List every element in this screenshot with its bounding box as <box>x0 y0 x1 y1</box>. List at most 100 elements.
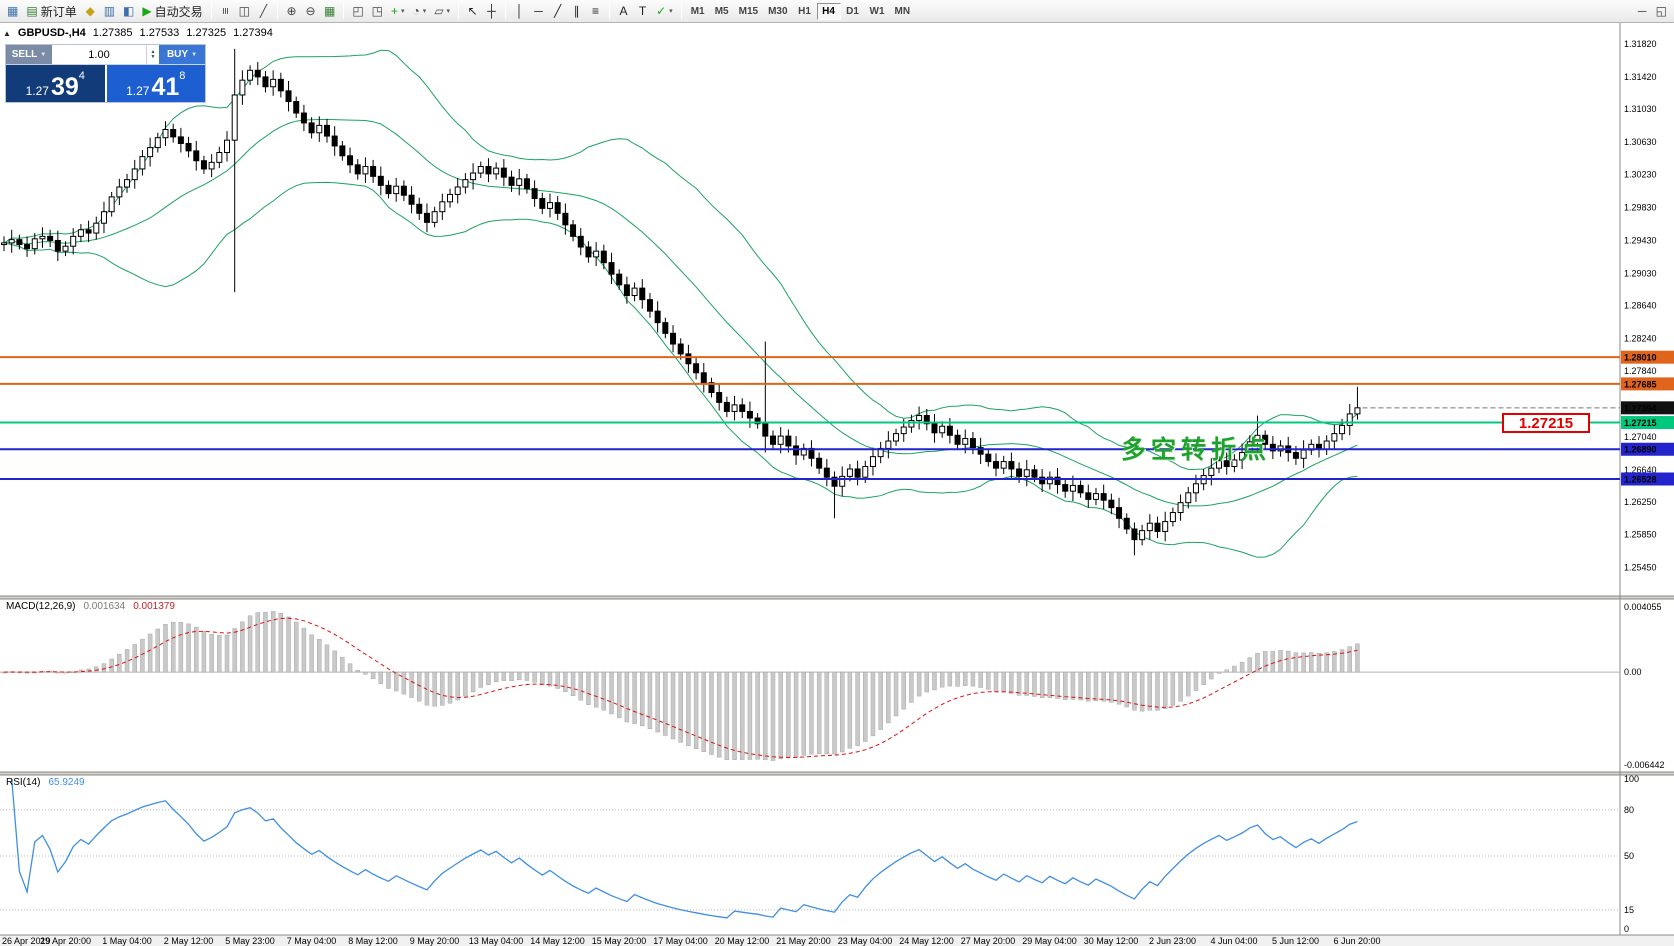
vertical-line-icon[interactable]: │ <box>510 2 529 21</box>
macd-indicator-label: MACD(12,26,9) 0.001634 0.001379 <box>6 601 175 612</box>
timeframe-w1-button[interactable]: W1 <box>869 5 885 17</box>
volume-input[interactable] <box>52 48 146 61</box>
dropdown-caret-icon[interactable]: ▾ <box>669 8 673 15</box>
spin-down-icon[interactable]: ▼ <box>150 53 156 60</box>
crosshair-icon[interactable]: ┼ <box>482 2 501 21</box>
dropdown-caret-icon[interactable]: ▾ <box>401 8 405 15</box>
timeframe-h4-button[interactable]: H4 <box>816 2 841 20</box>
toolbar-separator <box>609 3 611 19</box>
svg-text:1.25450: 1.25450 <box>1624 563 1657 573</box>
buy-price-sup: 8 <box>179 70 186 82</box>
chart-bars-icon[interactable]: ≡ <box>216 2 235 21</box>
autotrading-button[interactable]: ▶ 自动交易 <box>138 2 206 21</box>
svg-text:1.31030: 1.31030 <box>1624 104 1657 114</box>
buy-button[interactable]: BUY ▼ <box>159 45 205 64</box>
svg-text:27 May 20:00: 27 May 20:00 <box>961 936 1016 946</box>
dropdown-caret-icon[interactable]: ▾ <box>446 8 451 15</box>
svg-text:7 May 04:00: 7 May 04:00 <box>287 936 337 946</box>
horizontal-line-icon[interactable]: ─ <box>529 2 548 21</box>
spin-up-icon[interactable]: ▲ <box>150 48 156 55</box>
svg-text:1.27215: 1.27215 <box>1624 418 1657 428</box>
quote-open: 1.27385 <box>92 27 133 39</box>
new-order-button[interactable]: ▤ 新订单 <box>22 2 80 21</box>
metaeditor-icon[interactable]: ◆ <box>81 2 100 21</box>
volume-spinner[interactable]: ▲ ▼ <box>146 45 159 64</box>
cursor-icon-glyph: ↖ <box>467 4 478 18</box>
buy-button-label: BUY <box>166 49 189 60</box>
svg-text:1.30630: 1.30630 <box>1624 137 1657 147</box>
arrows-icon[interactable]: ✓ ▾ <box>652 2 677 21</box>
buy-price-button[interactable]: 1.27 41 8 <box>106 65 205 102</box>
svg-text:15: 15 <box>1624 905 1634 915</box>
trendline-icon[interactable]: ╱ <box>548 2 567 21</box>
toolbar-separator <box>343 3 345 19</box>
toolbar-separator <box>458 3 460 19</box>
chart-line-icon[interactable]: ╱ <box>254 2 273 21</box>
svg-text:21 May 20:00: 21 May 20:00 <box>776 936 831 946</box>
chart-candles-icon-glyph: ◫ <box>238 4 250 18</box>
price-callout-box: 1.27215 <box>1502 412 1590 433</box>
toolbar-separator <box>210 3 212 19</box>
navigator-icon-glyph: ◧ <box>123 4 135 18</box>
channel-icon-glyph: ∥ <box>573 4 580 18</box>
timeframe-h1-button[interactable]: H1 <box>798 5 811 17</box>
periods-icon[interactable]: ◔ ▾ <box>409 2 431 21</box>
toolbar-separator <box>276 3 278 19</box>
macd-signal-value: 0.001379 <box>133 601 175 612</box>
svg-text:0.004055: 0.004055 <box>1624 602 1662 612</box>
zoom-in-icon[interactable]: ⊕ <box>282 2 301 21</box>
new-chart-icon[interactable]: ▦ <box>3 2 22 21</box>
symbol-period-label: GBPUSD-,H4 <box>17 27 86 39</box>
collapse-trade-panel-icon[interactable]: ▲ <box>3 28 11 38</box>
indicators-list-icon-glyph: ▦ <box>323 4 336 18</box>
indicators-list-icon[interactable]: ▦ <box>320 2 339 21</box>
rsi-value: 65.9249 <box>48 777 85 788</box>
fibonacci-icon[interactable]: ≡ <box>586 2 605 21</box>
tile-windows-icon-glyph: ◰ <box>352 4 364 18</box>
svg-text:1.28010: 1.28010 <box>1624 353 1657 363</box>
svg-text:1.31820: 1.31820 <box>1624 39 1657 49</box>
add-indicator-icon-glyph: + <box>391 4 399 18</box>
svg-text:1.25850: 1.25850 <box>1624 530 1657 540</box>
svg-text:13 May 04:00: 13 May 04:00 <box>469 936 524 946</box>
timeframe-m1-button[interactable]: M1 <box>690 5 705 17</box>
cascade-windows-icon-glyph: ◳ <box>371 4 384 18</box>
timeframe-mn-button[interactable]: MN <box>894 5 911 17</box>
svg-text:0.00: 0.00 <box>1624 667 1642 677</box>
timeframe-d1-button[interactable]: D1 <box>846 5 859 17</box>
chart-bars-icon-glyph: ≡ <box>218 7 233 15</box>
new-chart-icon-glyph: ▦ <box>7 4 19 18</box>
quote-close: 1.27394 <box>233 27 273 39</box>
timeframe-m5-button[interactable]: M5 <box>714 5 729 17</box>
sell-button-label: SELL <box>11 49 38 60</box>
text-label-icon-glyph: T <box>638 4 647 18</box>
svg-text:1.31420: 1.31420 <box>1624 72 1657 82</box>
svg-text:2 May 12:00: 2 May 12:00 <box>164 936 214 946</box>
turning-point-annotation: 多空转折点 <box>1121 435 1272 464</box>
text-icon[interactable]: A <box>614 2 633 21</box>
sell-price-button[interactable]: 1.27 39 4 <box>6 65 105 102</box>
zoom-out-icon[interactable]: ⊖ <box>301 2 320 21</box>
minimize-chart-icon[interactable]: ─ <box>1633 2 1652 21</box>
text-label-icon[interactable]: T <box>633 2 652 21</box>
timeframe-m15-button[interactable]: M15 <box>738 5 759 17</box>
sell-button[interactable]: SELL ▼ <box>6 45 52 64</box>
cursor-icon[interactable]: ↖ <box>463 2 482 21</box>
channel-icon[interactable]: ∥ <box>567 2 586 21</box>
tile-windows-icon[interactable]: ◰ <box>348 2 367 21</box>
timeframe-m30-button[interactable]: M30 <box>768 5 788 17</box>
volume-field: ▲ ▼ <box>52 45 159 64</box>
dropdown-caret-icon[interactable]: ▾ <box>422 8 427 15</box>
zoom-out-icon-glyph: ⊖ <box>305 4 316 18</box>
market-watch-icon[interactable]: ▥ <box>100 2 119 21</box>
cascade-windows-icon[interactable]: ◳ <box>368 2 387 21</box>
navigator-icon[interactable]: ◧ <box>119 2 138 21</box>
toolbar-separator <box>680 3 682 19</box>
templates-icon[interactable]: ▱ ▾ <box>430 2 454 21</box>
restore-chart-icon[interactable]: ◱ <box>1652 2 1671 21</box>
rsi-name: RSI(14) <box>6 777 41 788</box>
chart-candles-icon[interactable]: ◫ <box>235 2 254 21</box>
add-indicator-icon[interactable]: + ▾ <box>387 2 409 21</box>
